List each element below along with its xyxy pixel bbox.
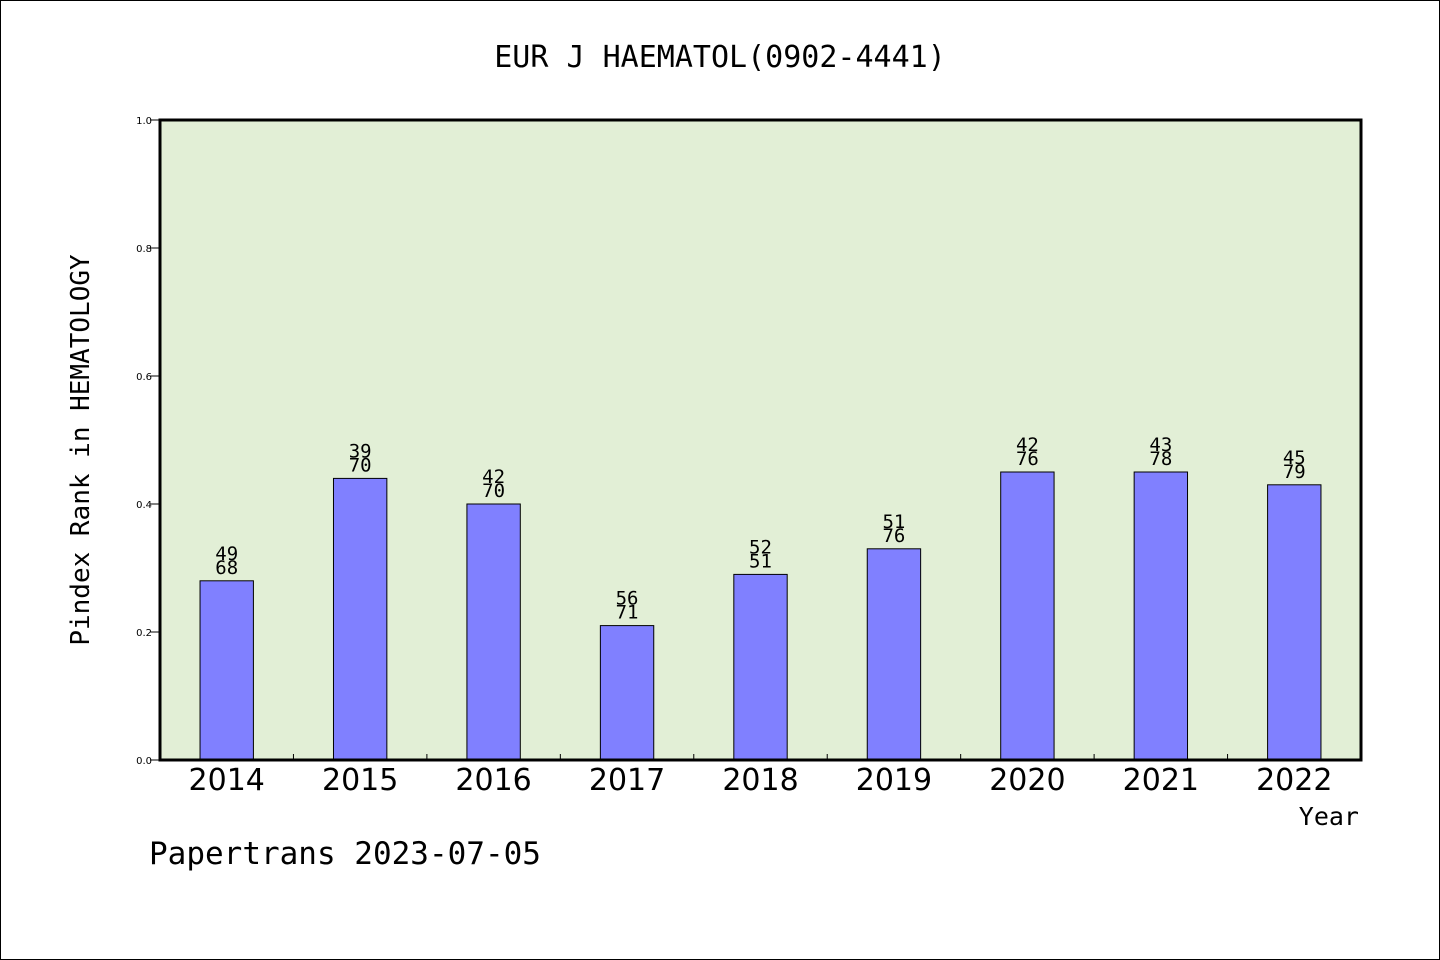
bar bbox=[866, 548, 922, 761]
bar-label-bottom: 70 bbox=[482, 480, 505, 502]
bar-label-top: 45 bbox=[1283, 447, 1306, 469]
bar-label-bottom: 70 bbox=[349, 454, 372, 476]
bar-label-bottom: 79 bbox=[1283, 461, 1306, 483]
bar-label-top: 56 bbox=[616, 588, 639, 610]
bar bbox=[733, 573, 788, 761]
bar-label-bottom: 78 bbox=[1149, 448, 1172, 470]
x-tick-label: 2018 bbox=[722, 763, 798, 798]
bar-label-top: 51 bbox=[882, 511, 905, 533]
bar bbox=[199, 580, 254, 761]
x-tick-label: 2014 bbox=[189, 763, 265, 798]
watermark-text: Papertrans 2023-07-05 bbox=[149, 836, 541, 872]
bar-label-top: 42 bbox=[1016, 434, 1039, 456]
plot-border bbox=[158, 118, 1363, 762]
x-tick-label: 2017 bbox=[589, 763, 665, 798]
y-tick-label: 0.2 bbox=[136, 628, 152, 639]
x-axis: 2014 2015 2016 2017 2018 2019 2020 2021 2022 bbox=[189, 754, 1332, 798]
bar-label-bottom: 68 bbox=[215, 557, 238, 579]
bar-label-top: 52 bbox=[749, 536, 772, 558]
x-tick-label: 2015 bbox=[322, 763, 398, 798]
bar-label-top: 39 bbox=[349, 440, 372, 462]
x-tick-label: 2021 bbox=[1123, 763, 1199, 798]
bars-layer bbox=[199, 471, 1322, 761]
bar bbox=[1000, 471, 1055, 761]
bar bbox=[599, 625, 655, 761]
x-tick-label: 2019 bbox=[856, 763, 932, 798]
bar bbox=[1133, 471, 1189, 761]
y-tick-label: 1.0 bbox=[136, 116, 152, 127]
bar-label-bottom: 71 bbox=[616, 602, 639, 624]
bar bbox=[332, 477, 388, 761]
bar-label-top: 43 bbox=[1149, 434, 1172, 456]
bar bbox=[1267, 484, 1322, 761]
bar bbox=[466, 503, 521, 761]
x-tick-label: 2016 bbox=[455, 763, 531, 798]
y-tick-label: 0.8 bbox=[136, 244, 152, 255]
y-axis: 0.0 0.2 0.4 0.6 0.8 1.0 bbox=[136, 116, 159, 767]
chart-title: EUR J HAEMATOL(0902-4441) bbox=[494, 40, 946, 75]
bar-label-bottom: 76 bbox=[882, 525, 905, 547]
y-tick-label: 0.0 bbox=[136, 756, 152, 767]
x-tick-label: 2022 bbox=[1256, 763, 1332, 798]
y-tick-label: 0.6 bbox=[136, 372, 152, 383]
bar-label-top: 42 bbox=[482, 466, 505, 488]
x-axis-label: Year bbox=[1299, 802, 1359, 831]
bar-label-bottom: 76 bbox=[1016, 448, 1039, 470]
bar-label-bottom: 51 bbox=[749, 550, 772, 572]
x-tick-label: 2020 bbox=[989, 763, 1065, 798]
y-tick-label: 0.4 bbox=[136, 500, 152, 511]
bar-label-top: 49 bbox=[215, 543, 238, 565]
y-axis-label: Pindex Rank in HEMATOLOGY bbox=[66, 254, 96, 646]
